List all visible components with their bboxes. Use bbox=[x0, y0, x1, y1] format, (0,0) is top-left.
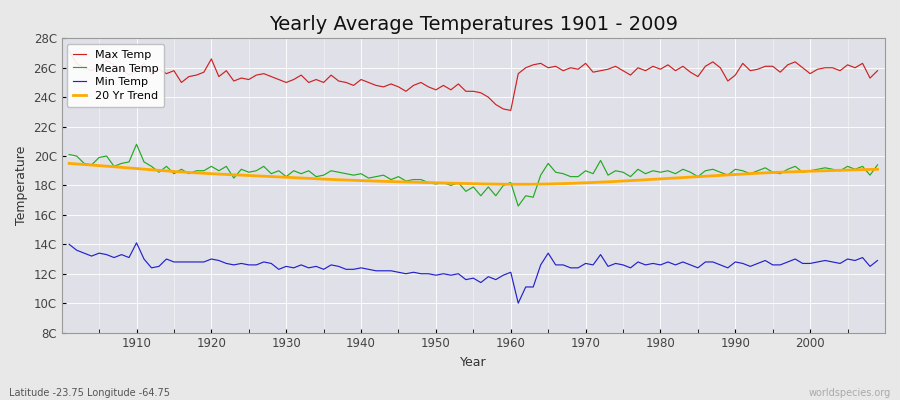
Min Temp bbox=[506, 270, 517, 275]
Max Temp bbox=[513, 71, 524, 76]
Min Temp bbox=[341, 267, 352, 272]
Mean Temp bbox=[872, 162, 883, 167]
20 Yr Trend bbox=[447, 181, 458, 186]
Mean Temp bbox=[64, 152, 75, 157]
Min Temp bbox=[872, 258, 883, 263]
Max Temp bbox=[64, 49, 75, 54]
Max Temp bbox=[288, 77, 299, 82]
Title: Yearly Average Temperatures 1901 - 2009: Yearly Average Temperatures 1901 - 2009 bbox=[269, 15, 678, 34]
20 Yr Trend bbox=[501, 182, 512, 187]
Legend: Max Temp, Mean Temp, Min Temp, 20 Yr Trend: Max Temp, Mean Temp, Min Temp, 20 Yr Tre… bbox=[68, 44, 164, 107]
20 Yr Trend bbox=[453, 181, 464, 186]
20 Yr Trend bbox=[546, 182, 557, 186]
Line: Min Temp: Min Temp bbox=[69, 243, 878, 303]
Line: Max Temp: Max Temp bbox=[69, 52, 878, 110]
20 Yr Trend bbox=[728, 172, 739, 177]
Max Temp bbox=[123, 73, 134, 78]
Mean Temp bbox=[520, 193, 531, 198]
Text: Latitude -23.75 Longitude -64.75: Latitude -23.75 Longitude -64.75 bbox=[9, 388, 170, 398]
Mean Temp bbox=[610, 168, 621, 173]
20 Yr Trend bbox=[854, 167, 865, 172]
Line: Mean Temp: Mean Temp bbox=[69, 144, 878, 206]
Mean Temp bbox=[513, 204, 524, 208]
Mean Temp bbox=[123, 160, 134, 164]
Min Temp bbox=[123, 255, 134, 260]
Min Temp bbox=[296, 262, 307, 267]
Text: worldspecies.org: worldspecies.org bbox=[809, 388, 891, 398]
Max Temp bbox=[333, 78, 344, 83]
Mean Temp bbox=[341, 171, 352, 176]
Y-axis label: Temperature: Temperature bbox=[15, 146, 28, 225]
Mean Temp bbox=[296, 171, 307, 176]
Mean Temp bbox=[506, 180, 517, 185]
Max Temp bbox=[603, 67, 614, 72]
Min Temp bbox=[610, 261, 621, 266]
Min Temp bbox=[131, 240, 142, 245]
X-axis label: Year: Year bbox=[460, 356, 487, 369]
Mean Temp bbox=[131, 142, 142, 147]
Line: 20 Yr Trend: 20 Yr Trend bbox=[69, 163, 878, 184]
20 Yr Trend bbox=[872, 167, 883, 172]
20 Yr Trend bbox=[64, 161, 75, 166]
Max Temp bbox=[506, 108, 517, 113]
Min Temp bbox=[64, 242, 75, 247]
Min Temp bbox=[520, 284, 531, 289]
Min Temp bbox=[513, 301, 524, 306]
Max Temp bbox=[498, 106, 508, 111]
20 Yr Trend bbox=[512, 182, 523, 187]
Max Temp bbox=[872, 68, 883, 73]
